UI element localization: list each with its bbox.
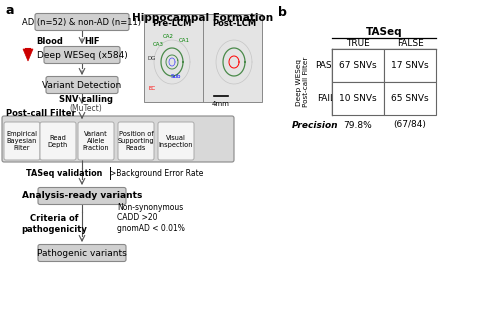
Text: 65 SNVs: 65 SNVs xyxy=(391,94,429,103)
FancyBboxPatch shape xyxy=(118,122,154,160)
Text: CA1: CA1 xyxy=(178,37,190,43)
Text: Blood: Blood xyxy=(36,37,64,47)
Text: FALSE: FALSE xyxy=(396,39,423,48)
Text: Precision: Precision xyxy=(292,120,338,130)
Text: Empirical
Bayesian
Filter: Empirical Bayesian Filter xyxy=(6,131,38,151)
Text: HIF: HIF xyxy=(84,37,100,47)
Text: Analysis-ready variants: Analysis-ready variants xyxy=(22,192,142,201)
Text: b: b xyxy=(278,6,287,19)
FancyBboxPatch shape xyxy=(38,187,126,204)
Text: 17 SNVs: 17 SNVs xyxy=(391,61,429,70)
Text: Hippocampal Formation: Hippocampal Formation xyxy=(132,13,274,23)
Text: TASeq: TASeq xyxy=(366,27,403,37)
Text: Pathogenic variants: Pathogenic variants xyxy=(37,248,127,257)
Text: (67/84): (67/84) xyxy=(394,120,426,130)
Bar xyxy=(384,82,436,115)
FancyBboxPatch shape xyxy=(158,122,194,160)
Text: Non-synonymous
CADD >20
gnomAD < 0.01%: Non-synonymous CADD >20 gnomAD < 0.01% xyxy=(117,203,185,233)
Bar xyxy=(332,49,384,82)
Text: (MuTect): (MuTect) xyxy=(70,103,102,112)
Text: CA3: CA3 xyxy=(152,41,164,47)
Text: Visual
Inspection: Visual Inspection xyxy=(159,134,193,148)
Text: >Background Error Rate: >Background Error Rate xyxy=(110,169,204,178)
FancyBboxPatch shape xyxy=(46,77,118,93)
FancyBboxPatch shape xyxy=(44,47,120,64)
Text: SNV calling: SNV calling xyxy=(59,96,113,105)
Polygon shape xyxy=(23,49,33,61)
Text: Position of
Supporting
Reads: Position of Supporting Reads xyxy=(118,131,154,151)
Text: 67 SNVs: 67 SNVs xyxy=(339,61,377,70)
Text: 79.8%: 79.8% xyxy=(344,120,372,130)
Text: Sub: Sub xyxy=(171,74,181,78)
Text: Variant Detection: Variant Detection xyxy=(42,80,121,89)
Text: 4mm: 4mm xyxy=(212,101,230,107)
Text: FAIL: FAIL xyxy=(317,94,335,103)
Bar xyxy=(384,49,436,82)
FancyBboxPatch shape xyxy=(40,122,76,160)
Text: TRUE: TRUE xyxy=(346,39,370,48)
Text: Post-LCM: Post-LCM xyxy=(212,19,256,28)
Text: Pre-LCM: Pre-LCM xyxy=(152,19,192,28)
FancyBboxPatch shape xyxy=(2,116,234,162)
Bar xyxy=(332,82,384,115)
Text: EC: EC xyxy=(148,86,156,90)
Text: a: a xyxy=(6,4,14,17)
FancyBboxPatch shape xyxy=(144,14,262,102)
Text: DG: DG xyxy=(148,56,156,60)
Text: 10 SNVs: 10 SNVs xyxy=(339,94,377,103)
Text: Read
Depth: Read Depth xyxy=(48,134,68,148)
Text: TASeq validation: TASeq validation xyxy=(26,169,102,178)
FancyBboxPatch shape xyxy=(38,245,126,262)
Text: Post-call Filter: Post-call Filter xyxy=(6,109,76,119)
FancyBboxPatch shape xyxy=(4,122,40,160)
Text: CA2: CA2 xyxy=(162,34,173,38)
Text: Variant
Allele
Fraction: Variant Allele Fraction xyxy=(82,131,110,151)
Text: Criteria of
pathogenicity: Criteria of pathogenicity xyxy=(21,214,87,234)
Text: PASS: PASS xyxy=(315,61,337,70)
Text: Deep WESeq (x584): Deep WESeq (x584) xyxy=(36,50,128,59)
FancyBboxPatch shape xyxy=(78,122,114,160)
Text: AD (n=52) & non-AD (n=11): AD (n=52) & non-AD (n=11) xyxy=(22,17,142,26)
Text: Deep WESeq
Post-call Filter: Deep WESeq Post-call Filter xyxy=(296,57,308,107)
FancyBboxPatch shape xyxy=(35,14,129,30)
